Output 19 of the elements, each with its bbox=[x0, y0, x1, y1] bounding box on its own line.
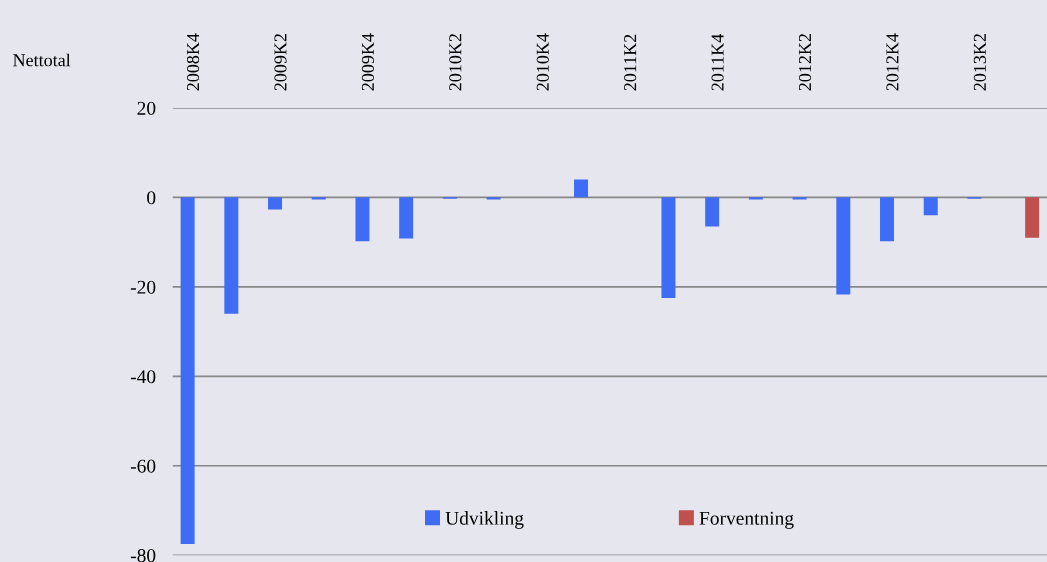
x-tick-label: 2011K2 bbox=[624, 34, 637, 91]
y-tick-label: 0 bbox=[147, 191, 156, 205]
y-tick-label: -20 bbox=[130, 280, 156, 294]
x-tick-label: 2009K4 bbox=[361, 33, 374, 91]
y-tick-label: -60 bbox=[130, 459, 156, 473]
x-tick-label: 2011K4 bbox=[711, 34, 724, 91]
legend-label: Forventning bbox=[699, 511, 794, 529]
x-tick-label: 2009K2 bbox=[274, 34, 287, 91]
y-tick-label: -40 bbox=[130, 370, 156, 384]
legend-label: Udvikling bbox=[445, 511, 524, 529]
y-tick-label: -80 bbox=[130, 549, 156, 562]
x-tick-label: 2012K2 bbox=[798, 34, 812, 91]
x-tick-label: 2012K4 bbox=[886, 33, 899, 91]
x-tick-label: 2013K2 bbox=[973, 34, 986, 91]
y-axis-title: Nettotal bbox=[13, 53, 71, 67]
x-tick-label: 2008K4 bbox=[186, 33, 200, 91]
y-tick-label: 20 bbox=[137, 101, 156, 115]
x-tick-label: 2010K4 bbox=[536, 33, 549, 91]
x-tick-label: 2010K2 bbox=[449, 34, 462, 91]
